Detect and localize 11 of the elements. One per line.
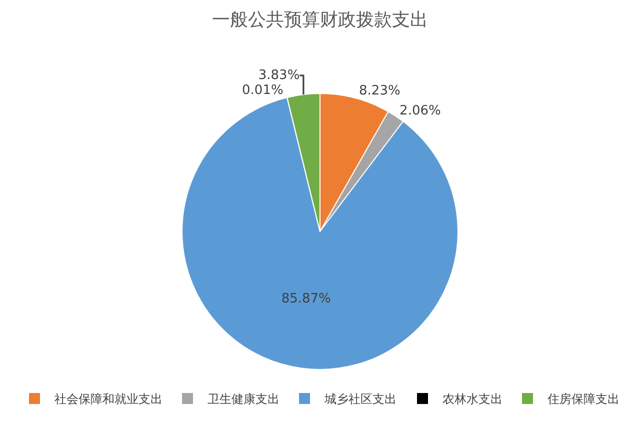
legend-label: 社会保障和就业支出: [54, 392, 162, 406]
data-label: 2.06%: [400, 104, 441, 119]
chart-title: 一般公共预算财政拨款支出: [212, 10, 428, 31]
data-label: 85.87%: [281, 292, 331, 307]
legend-label: 城乡社区支出: [324, 392, 396, 406]
data-label: 8.23%: [359, 84, 400, 99]
legend-label: 住房保障支出: [546, 392, 620, 406]
legend-label: 农林水支出: [442, 392, 502, 406]
data-label: 3.83%: [258, 68, 300, 83]
data-label: 0.01%: [242, 82, 284, 98]
legend-label: 卫生健康支出: [208, 392, 280, 406]
